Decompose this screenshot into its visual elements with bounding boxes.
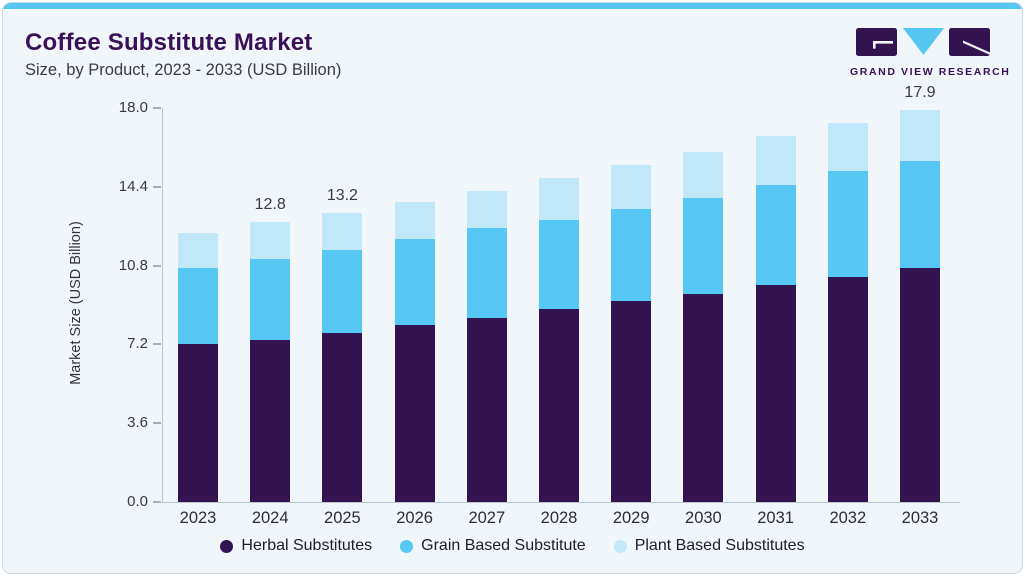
page-subtitle: Size, by Product, 2023 - 2033 (USD Billi… (25, 61, 342, 79)
y-axis-line (162, 108, 163, 503)
bar-segment-grain-based-substitute (322, 250, 363, 334)
gvr-logo-r-slash (963, 40, 990, 55)
y-axis-tick (153, 264, 161, 267)
gvr-logo-mark (856, 28, 990, 56)
bar-segment-herbal-substitutes (900, 267, 940, 502)
x-axis-tick-label: 2030 (685, 509, 722, 527)
x-axis-tick-label: 2027 (468, 509, 506, 527)
x-axis-line (162, 502, 960, 503)
bar-segment-grain-based-substitute (250, 259, 291, 341)
top-accent-bar (3, 3, 1022, 9)
x-axis-tick-label: 2024 (251, 509, 289, 527)
y-axis-tick (153, 422, 161, 425)
bar-total-label: 12.8 (254, 195, 286, 213)
y-axis-tick-label: 18.0 (118, 99, 148, 116)
bar-total-label: 13.2 (326, 187, 358, 205)
y-axis-tick-label: 14.4 (118, 177, 148, 195)
bar-segment-plant-based-substitutes (466, 191, 507, 229)
bar-segment-grain-based-substitute (827, 171, 868, 277)
bar-segment-plant-based-substitutes (827, 123, 868, 172)
bar-segment-grain-based-substitute (466, 228, 507, 319)
bar-segment-herbal-substitutes (394, 324, 435, 502)
legend-label: Plant Based Substitutes (634, 537, 805, 554)
x-axis-tick-label: 2032 (829, 509, 867, 527)
bar-segment-plant-based-substitutes (755, 136, 796, 185)
bar-segment-grain-based-substitute (900, 160, 940, 268)
y-axis-title: Market Size (USD Billion) (68, 221, 84, 385)
stacked-bar-chart: Market Size (USD Billion) 18.0 14.4 10.8 7.… (3, 3, 1022, 573)
chart-legend: Herbal Substitutes Grain Based Substitute… (3, 537, 1022, 555)
bar-segment-herbal-substitutes (683, 294, 724, 502)
y-axis-tick-label: 0.0 (127, 493, 148, 510)
bar-segment-herbal-substitutes (250, 340, 291, 502)
x-axis-tick-label: 2031 (757, 509, 794, 527)
gvr-logo-v-triangle (903, 28, 944, 55)
legend-dot-icon (613, 539, 627, 553)
bar-segment-grain-based-substitute (611, 208, 652, 301)
bar-segment-grain-based-substitute (683, 197, 724, 295)
bar-segment-herbal-substitutes (466, 318, 507, 502)
bar-segment-grain-based-substitute (539, 219, 579, 310)
x-axis-tick-label: 2025 (324, 509, 361, 527)
bar-segment-herbal-substitutes (539, 309, 579, 502)
bar-segment-herbal-substitutes (611, 300, 652, 502)
x-axis-tick-label: 2023 (179, 509, 217, 527)
bar-segment-grain-based-substitute (178, 267, 218, 345)
legend-dot-icon (400, 539, 414, 553)
bar-segment-plant-based-substitutes (683, 151, 724, 198)
x-axis-tick-label: 2029 (612, 509, 650, 527)
bar-segment-plant-based-substitutes (322, 213, 363, 251)
y-axis-tick (153, 107, 161, 109)
legend-label: Grain Based Substitute (421, 537, 586, 554)
y-axis-tick (153, 185, 161, 188)
bar-segment-grain-based-substitute (394, 239, 435, 325)
y-axis-tick (153, 343, 161, 346)
bar-segment-plant-based-substitutes (900, 110, 940, 161)
bar-segment-herbal-substitutes (827, 276, 868, 502)
y-axis-tick-label: 7.2 (127, 335, 148, 353)
legend-item: Herbal Substitutes (220, 537, 372, 555)
bar-segment-plant-based-substitutes (611, 164, 652, 209)
legend-item: Grain Based Substitute (400, 537, 586, 555)
brand-logo: GRAND VIEW RESEARCH (850, 27, 1011, 78)
x-axis-tick-label: 2028 (540, 509, 578, 527)
bar-segment-herbal-substitutes (178, 344, 218, 502)
gvr-logo-g-notch (873, 41, 893, 49)
bar-segment-plant-based-substitutes (250, 221, 291, 260)
y-axis-tick-label: 3.6 (127, 414, 148, 432)
bar-segment-herbal-substitutes (322, 333, 363, 502)
legend-dot-icon (220, 539, 234, 553)
page-title: Coffee Substitute Market (25, 29, 313, 56)
legend-label: Herbal Substitutes (241, 537, 373, 554)
bar-segment-grain-based-substitute (755, 184, 796, 286)
bar-total-label: 17.9 (904, 84, 936, 102)
brand-name: GRAND VIEW RESEARCH (850, 66, 1011, 78)
bar-segment-plant-based-substitutes (394, 202, 435, 240)
bar-segment-plant-based-substitutes (539, 178, 579, 220)
bar-segment-herbal-substitutes (755, 285, 796, 502)
x-axis-tick-label: 2033 (901, 509, 939, 527)
x-axis-tick-label: 2026 (396, 509, 433, 527)
legend-item: Plant Based Substitutes (613, 537, 805, 555)
bar-segment-plant-based-substitutes (178, 232, 218, 268)
y-axis-tick (153, 501, 161, 503)
y-axis-tick-label: 10.8 (118, 256, 148, 274)
